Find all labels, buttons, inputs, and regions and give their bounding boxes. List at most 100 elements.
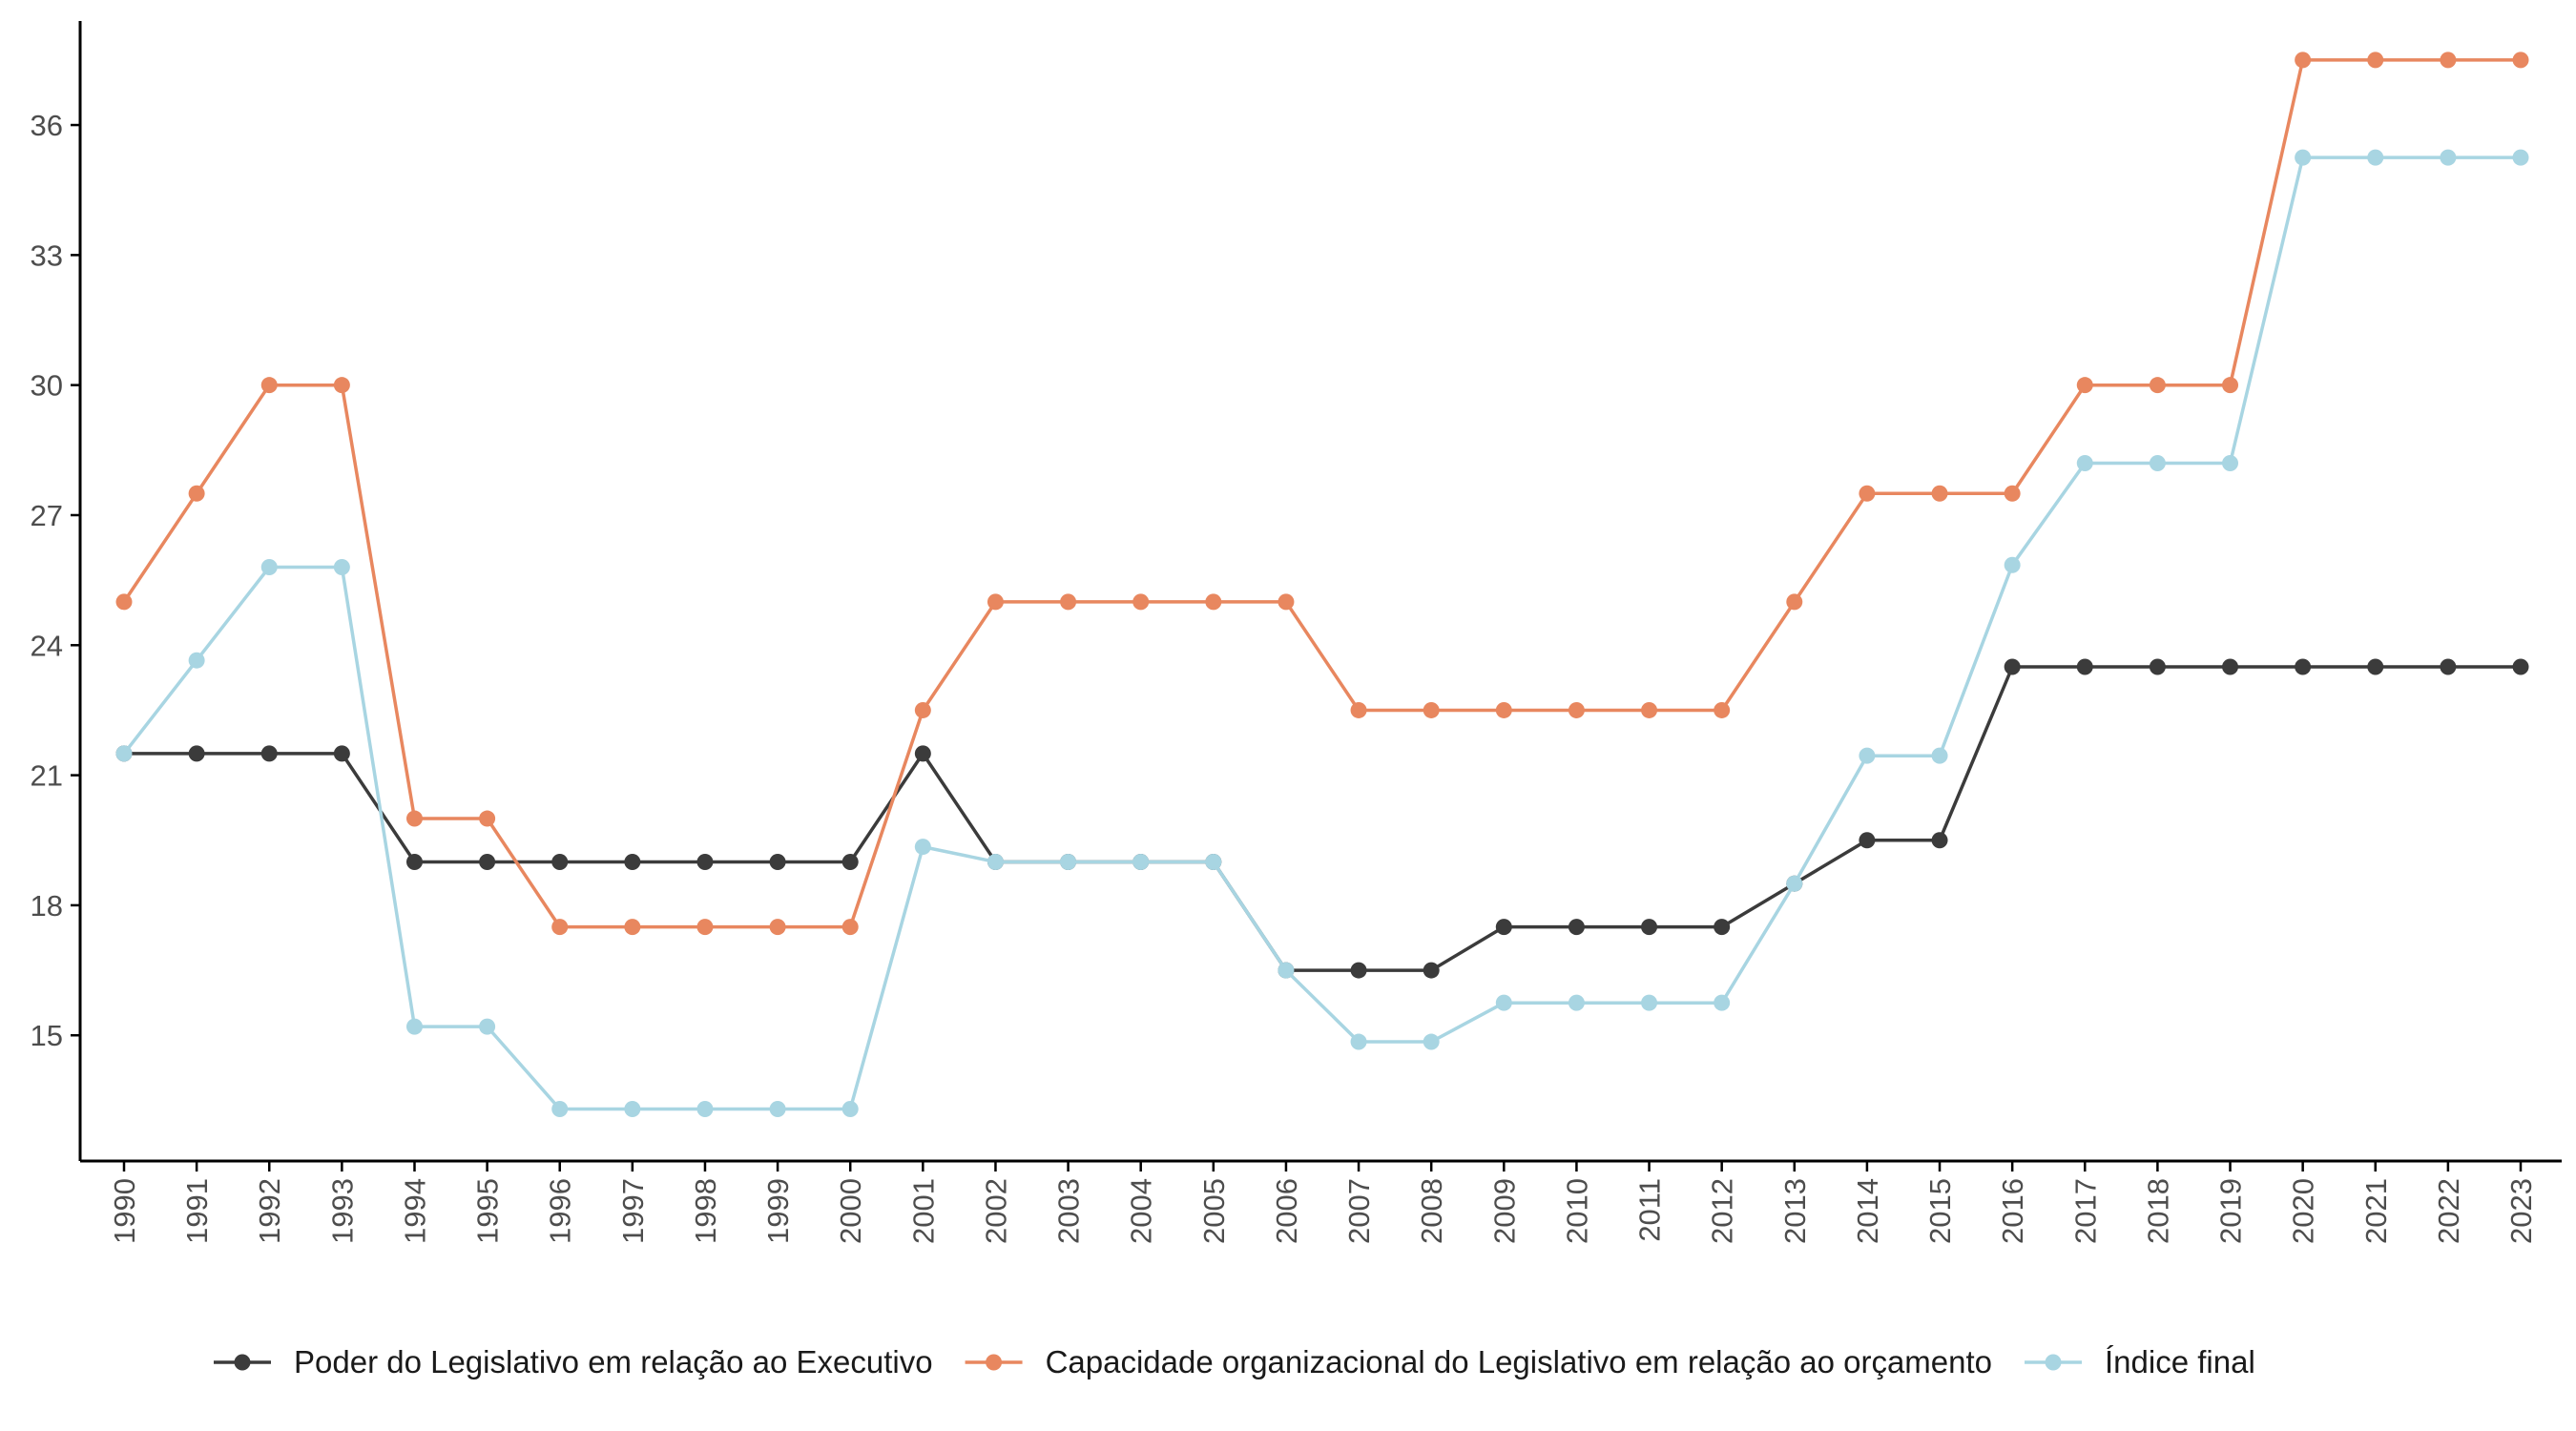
data-point [2149, 454, 2166, 471]
data-point [551, 1100, 569, 1117]
data-point [1495, 701, 1512, 718]
x-tick-label: 1998 [689, 1178, 722, 1244]
data-point [405, 810, 423, 827]
data-point [2440, 52, 2457, 69]
data-point [914, 745, 931, 762]
x-tick-label: 2006 [1270, 1178, 1303, 1244]
data-point [1568, 994, 1585, 1011]
data-point [1278, 593, 1295, 611]
x-tick-label: 2023 [2504, 1178, 2538, 1244]
data-point [333, 377, 350, 394]
series-layer [115, 52, 2529, 1117]
data-point [1132, 853, 1150, 870]
data-point [115, 745, 133, 762]
x-tick-label: 2007 [1342, 1178, 1376, 1244]
data-point [2149, 377, 2166, 394]
data-point [260, 559, 278, 576]
data-point [2440, 658, 2457, 675]
data-point [2512, 658, 2529, 675]
data-point [1350, 1033, 1367, 1050]
data-point [1786, 593, 1803, 611]
y-tick-label: 30 [31, 369, 63, 403]
data-point [2222, 454, 2239, 471]
data-point [769, 853, 786, 870]
data-point [2295, 658, 2312, 675]
x-tick-label: 2020 [2287, 1178, 2320, 1244]
data-point [1568, 701, 1585, 718]
data-point [1278, 962, 1295, 979]
data-point [1350, 701, 1367, 718]
series-line [122, 58, 2521, 929]
legend-key-point [2045, 1354, 2062, 1371]
data-point [2512, 52, 2529, 69]
x-tick-label: 1991 [180, 1178, 214, 1244]
axes [78, 21, 2562, 1163]
data-point [2295, 52, 2312, 69]
x-tick-label: 2013 [1778, 1178, 1812, 1244]
data-point [405, 853, 423, 870]
data-point [2004, 485, 2021, 502]
x-tick-label: 2014 [1851, 1178, 1884, 1244]
data-point [1495, 919, 1512, 936]
legend-key-point [234, 1354, 251, 1371]
data-point [2076, 454, 2093, 471]
data-point [1423, 701, 1440, 718]
x-tick-label: 1995 [471, 1178, 505, 1244]
y-tick-label: 24 [31, 629, 63, 662]
y-tick-label: 18 [31, 889, 63, 923]
legend-label: Índice final [2105, 1344, 2255, 1379]
data-point [2512, 149, 2529, 166]
data-point [188, 652, 205, 669]
x-tick-label: 2017 [2068, 1178, 2102, 1244]
data-point [2076, 658, 2093, 675]
x-tick-label: 1997 [616, 1178, 650, 1244]
data-point [2367, 658, 2384, 675]
series-2 [115, 52, 2529, 936]
data-point [1931, 485, 1948, 502]
data-point [1423, 1033, 1440, 1050]
data-point [551, 919, 569, 936]
x-tick-label: 2004 [1125, 1178, 1158, 1244]
data-point [696, 853, 714, 870]
x-tick-label: 2002 [979, 1178, 1012, 1244]
data-point [1205, 593, 1222, 611]
data-point [769, 1100, 786, 1117]
x-tick-label: 2009 [1487, 1178, 1521, 1244]
data-point [1350, 962, 1367, 979]
x-tick-label: 2016 [1996, 1178, 2029, 1244]
data-point [624, 919, 641, 936]
data-point [624, 853, 641, 870]
data-point [1205, 853, 1222, 870]
data-point [624, 1100, 641, 1117]
data-point [987, 593, 1004, 611]
x-tick-label: 2022 [2432, 1178, 2465, 1244]
data-point [1786, 875, 1803, 892]
data-point [769, 919, 786, 936]
data-point [2222, 658, 2239, 675]
tick-labels: 15 18 21 24 27 30 33 36 1990 1991 1992 1993 1994 1995… [31, 109, 2538, 1244]
data-point [1060, 853, 1077, 870]
data-point [1568, 919, 1585, 936]
y-tick-label: 27 [31, 499, 63, 532]
x-tick-label: 2008 [1415, 1178, 1448, 1244]
data-point [551, 853, 569, 870]
data-point [696, 1100, 714, 1117]
data-point [1714, 701, 1731, 718]
x-tick-label: 2005 [1197, 1178, 1231, 1244]
data-point [260, 745, 278, 762]
data-point [2222, 377, 2239, 394]
data-point [479, 853, 496, 870]
legend: Poder do Legislativo em relação ao Execu… [214, 1344, 2255, 1379]
x-tick-label: 1996 [544, 1178, 577, 1244]
x-tick-label: 1994 [398, 1178, 431, 1244]
y-tick-label: 21 [31, 759, 63, 793]
series-line [122, 156, 2521, 1111]
data-point [115, 593, 133, 611]
data-point [2440, 149, 2457, 166]
data-point [914, 701, 931, 718]
data-point [1859, 485, 1876, 502]
legend-item: Índice final [2025, 1344, 2255, 1379]
x-tick-label: 2000 [834, 1178, 867, 1244]
data-point [479, 1018, 496, 1035]
